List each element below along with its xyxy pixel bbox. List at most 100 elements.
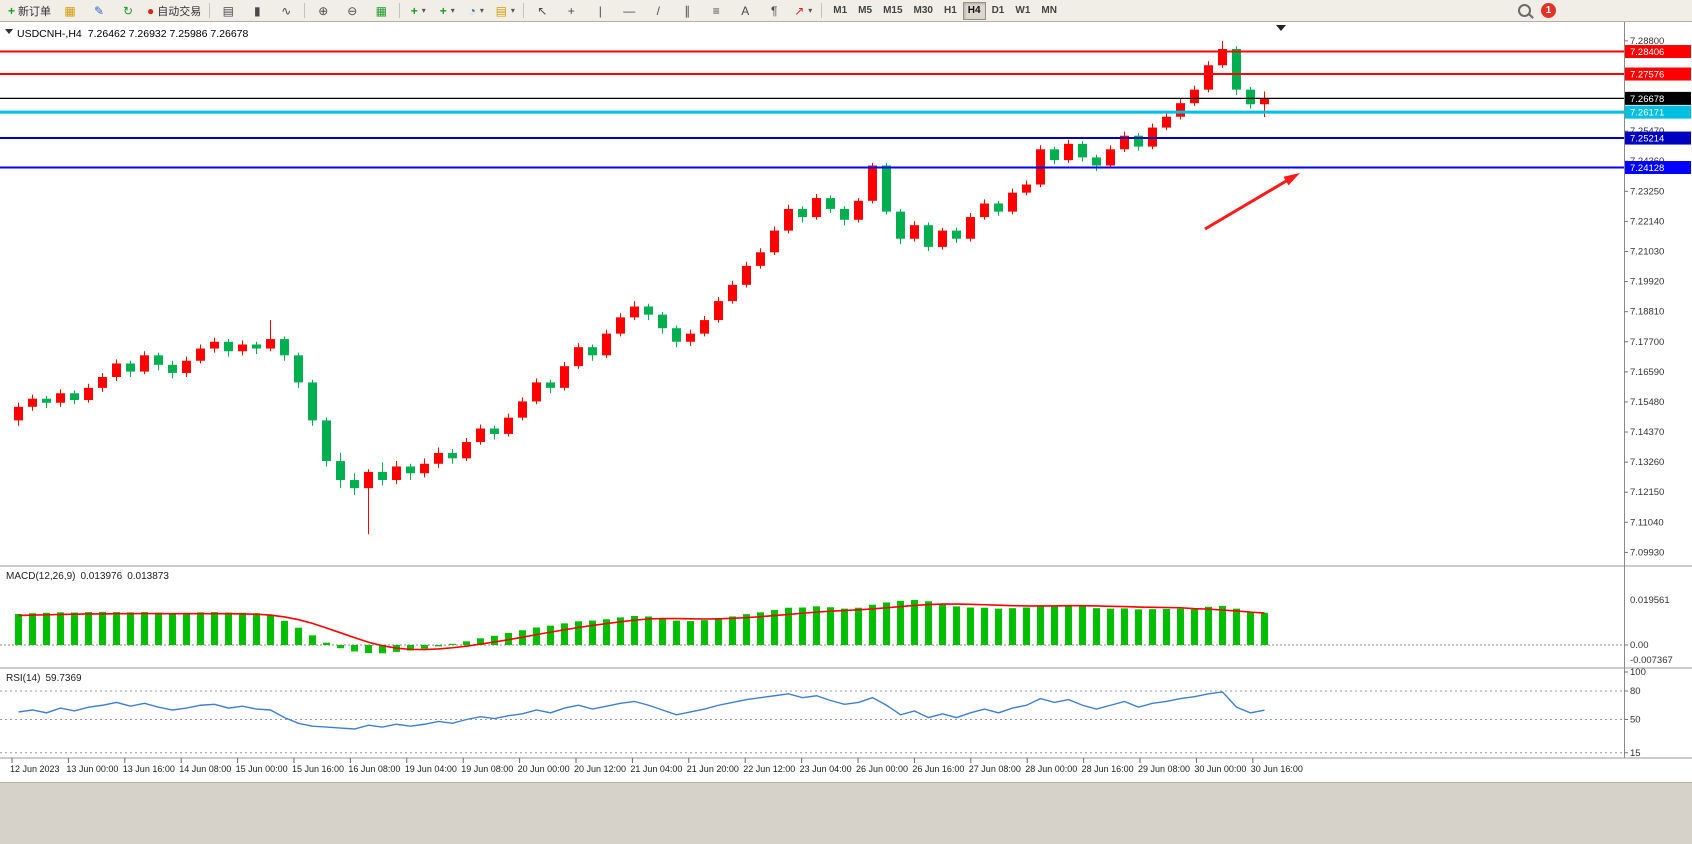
time-tick-label: 28 Jun 00:00 xyxy=(1025,764,1077,774)
candle-body xyxy=(84,387,93,401)
candle-body xyxy=(728,284,737,302)
time-tick-label: 30 Jun 16:00 xyxy=(1251,764,1303,774)
macd-bar xyxy=(477,638,484,645)
candle-body xyxy=(252,344,261,349)
candle-body xyxy=(182,360,191,373)
candle-body xyxy=(1092,157,1101,166)
time-tick-label: 28 Jun 16:00 xyxy=(1082,764,1134,774)
chart-shift-marker[interactable] xyxy=(1276,25,1286,31)
macd-bar xyxy=(337,645,344,649)
macd-bar xyxy=(29,613,36,645)
charts-button[interactable]: ▦ xyxy=(56,1,84,21)
vertical-line-button[interactable]: | xyxy=(586,1,614,21)
periods-button[interactable]: ◔ ▾ xyxy=(462,1,490,21)
fibonacci-button[interactable]: ≡ xyxy=(702,1,730,21)
candle-body xyxy=(448,452,457,459)
channel-icon: ∥ xyxy=(684,3,691,18)
crosshair-button[interactable]: + xyxy=(557,1,585,21)
candle-body xyxy=(1246,89,1255,105)
macd-bar xyxy=(659,618,666,645)
candle-body xyxy=(938,230,947,247)
timeframe-group: M1 M5 M15 M30 H1 H4 D1 W1 MN xyxy=(828,1,1062,20)
candle-body xyxy=(1162,116,1171,128)
candle-body xyxy=(868,165,877,201)
macd-bar xyxy=(841,608,848,645)
clock-icon: ◔ xyxy=(468,3,476,18)
timeframe-button-M1[interactable]: M1 xyxy=(833,4,848,16)
macd-bar xyxy=(449,643,456,645)
time-axis[interactable]: 12 Jun 2023 13 Jun 00:00 13 Jun 16:00 14 Ju… xyxy=(10,758,1303,774)
candle-body xyxy=(336,461,345,481)
search-icon[interactable] xyxy=(1518,4,1531,17)
zoom-in-button[interactable]: ⊕ xyxy=(309,1,337,21)
bar-chart-icon: ▤ xyxy=(222,3,234,18)
candle-body xyxy=(742,265,751,285)
candle-body xyxy=(196,348,205,361)
macd-scale-min: -0.007367 xyxy=(1630,655,1673,666)
macd-bar xyxy=(687,621,694,645)
candlestick-button[interactable]: ▮ xyxy=(243,1,271,21)
timeframe-button-H1[interactable]: H1 xyxy=(943,4,957,16)
autotrade-button[interactable]: ● 自动交易 xyxy=(143,1,205,21)
refresh-button[interactable]: ↻ xyxy=(114,1,142,21)
horizontal-line-button[interactable]: — xyxy=(615,1,643,21)
new-chart-button[interactable]: + ▾ xyxy=(404,1,432,21)
macd-bar xyxy=(141,612,148,645)
macd-bar xyxy=(1261,612,1268,645)
arrow-annotation[interactable] xyxy=(1204,173,1300,231)
macd-bar xyxy=(323,642,330,645)
candle-body xyxy=(1106,149,1115,166)
chart-canvas[interactable]: 7.288007.276907.265807.254707.243607.232… xyxy=(0,22,1692,782)
candle-body xyxy=(812,198,821,218)
macd-bar xyxy=(71,612,78,645)
price-tick-label: 7.14370 xyxy=(1630,427,1664,438)
cursor-button[interactable]: ↖ xyxy=(528,1,556,21)
price-tick-label: 7.18810 xyxy=(1630,307,1664,318)
price-badge xyxy=(1625,45,1691,59)
zoom-out-button[interactable]: ⊖ xyxy=(338,1,366,21)
macd-bar xyxy=(813,606,820,645)
price-badge-label: 7.28406 xyxy=(1630,47,1664,58)
macd-bar xyxy=(1219,605,1226,645)
candle-body xyxy=(686,333,695,342)
price-badge xyxy=(1625,67,1691,81)
macd-bar xyxy=(113,612,120,645)
autotrade-icon: ● xyxy=(147,3,155,18)
timeframe-button-D1[interactable]: D1 xyxy=(991,4,1005,16)
macd-bar xyxy=(57,612,64,645)
timeframe-button-M15[interactable]: M15 xyxy=(883,4,903,16)
arrows-tool-button[interactable]: ↗ ▾ xyxy=(789,1,817,21)
indicators-button[interactable]: + ▾ xyxy=(433,1,461,21)
profile-icon: ✎ xyxy=(93,3,105,18)
symbol-dropdown-icon[interactable] xyxy=(5,29,13,34)
notifications-badge[interactable]: 1 xyxy=(1541,3,1556,18)
rsi-level-label: 50 xyxy=(1630,715,1641,726)
new-order-button[interactable]: + 新订单 xyxy=(4,1,55,21)
timeframe-button-W1[interactable]: W1 xyxy=(1015,4,1031,16)
timeframe-button-H4[interactable]: H4 xyxy=(962,1,986,20)
label-tool-icon: ¶ xyxy=(771,3,778,18)
tile-windows-button[interactable]: ▦ xyxy=(367,1,395,21)
candle-body xyxy=(630,306,639,318)
horizontal-lines[interactable]: 7.28406 7.27576 7.26678 7.26171 7.25214 7.241… xyxy=(0,45,1691,175)
line-chart-button[interactable]: ∿ xyxy=(272,1,300,21)
time-tick-label: 12 Jun 2023 xyxy=(10,764,60,774)
macd-bar xyxy=(1149,609,1156,645)
timeframe-button-MN[interactable]: MN xyxy=(1041,4,1057,16)
macd-bar xyxy=(1121,608,1128,645)
candle-body xyxy=(1232,48,1241,90)
timeframe-button-M5[interactable]: M5 xyxy=(858,4,873,16)
bar-chart-button[interactable]: ▤ xyxy=(214,1,242,21)
profile-button[interactable]: ✎ xyxy=(85,1,113,21)
templates-button[interactable]: ▤ ▾ xyxy=(491,1,519,21)
text-tool-button[interactable]: A xyxy=(731,1,759,21)
macd-bar xyxy=(211,612,218,645)
macd-bar xyxy=(127,612,134,645)
macd-bar xyxy=(1107,608,1114,645)
timeframe-button-M30[interactable]: M30 xyxy=(913,4,933,16)
trendline-button[interactable]: / xyxy=(644,1,672,21)
label-tool-button[interactable]: ¶ xyxy=(760,1,788,21)
crosshair-icon: + xyxy=(567,3,575,18)
channel-button[interactable]: ∥ xyxy=(673,1,701,21)
